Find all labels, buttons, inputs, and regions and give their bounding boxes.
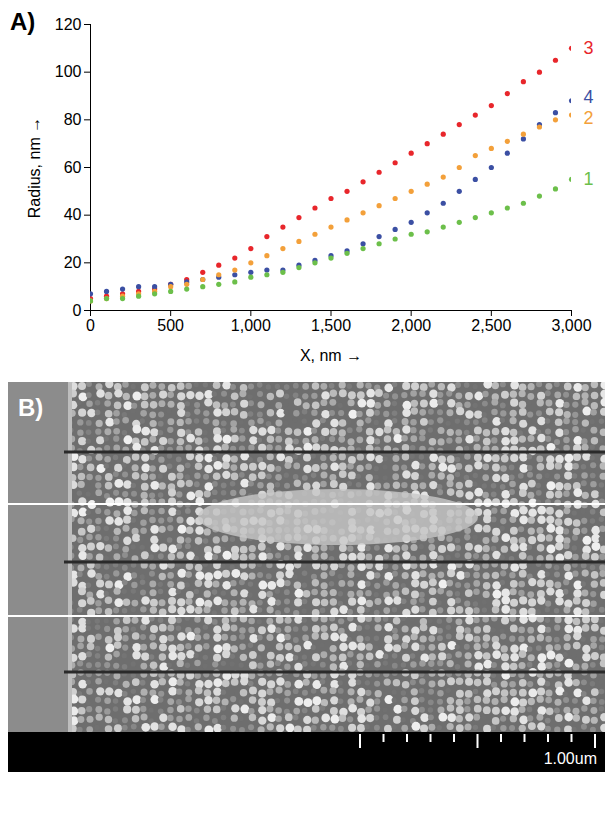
svg-text:2: 2 [584, 108, 594, 128]
svg-text:1,000: 1,000 [231, 317, 271, 334]
svg-text:100: 100 [55, 63, 82, 80]
svg-text:Radius, nm →: Radius, nm → [26, 117, 43, 218]
svg-text:4: 4 [584, 87, 594, 107]
svg-text:0: 0 [73, 302, 82, 319]
svg-text:X, nm →: X, nm → [300, 347, 362, 364]
svg-text:1,500: 1,500 [311, 317, 351, 334]
svg-text:3: 3 [584, 38, 594, 58]
svg-text:2,500: 2,500 [471, 317, 511, 334]
svg-text:1.00um: 1.00um [544, 750, 597, 767]
svg-text:2,000: 2,000 [391, 317, 431, 334]
svg-text:60: 60 [64, 159, 82, 176]
svg-text:0: 0 [86, 317, 95, 334]
html-text:A): A) [10, 8, 36, 35]
svg-text:80: 80 [64, 111, 82, 128]
svg-text:20: 20 [64, 254, 82, 271]
svg-text:120: 120 [55, 16, 82, 33]
svg-text:500: 500 [157, 317, 184, 334]
svg-text:3,000: 3,000 [551, 317, 591, 334]
svg-text:1: 1 [584, 169, 594, 189]
svg-text:B): B) [18, 394, 43, 421]
svg-text:40: 40 [64, 206, 82, 223]
